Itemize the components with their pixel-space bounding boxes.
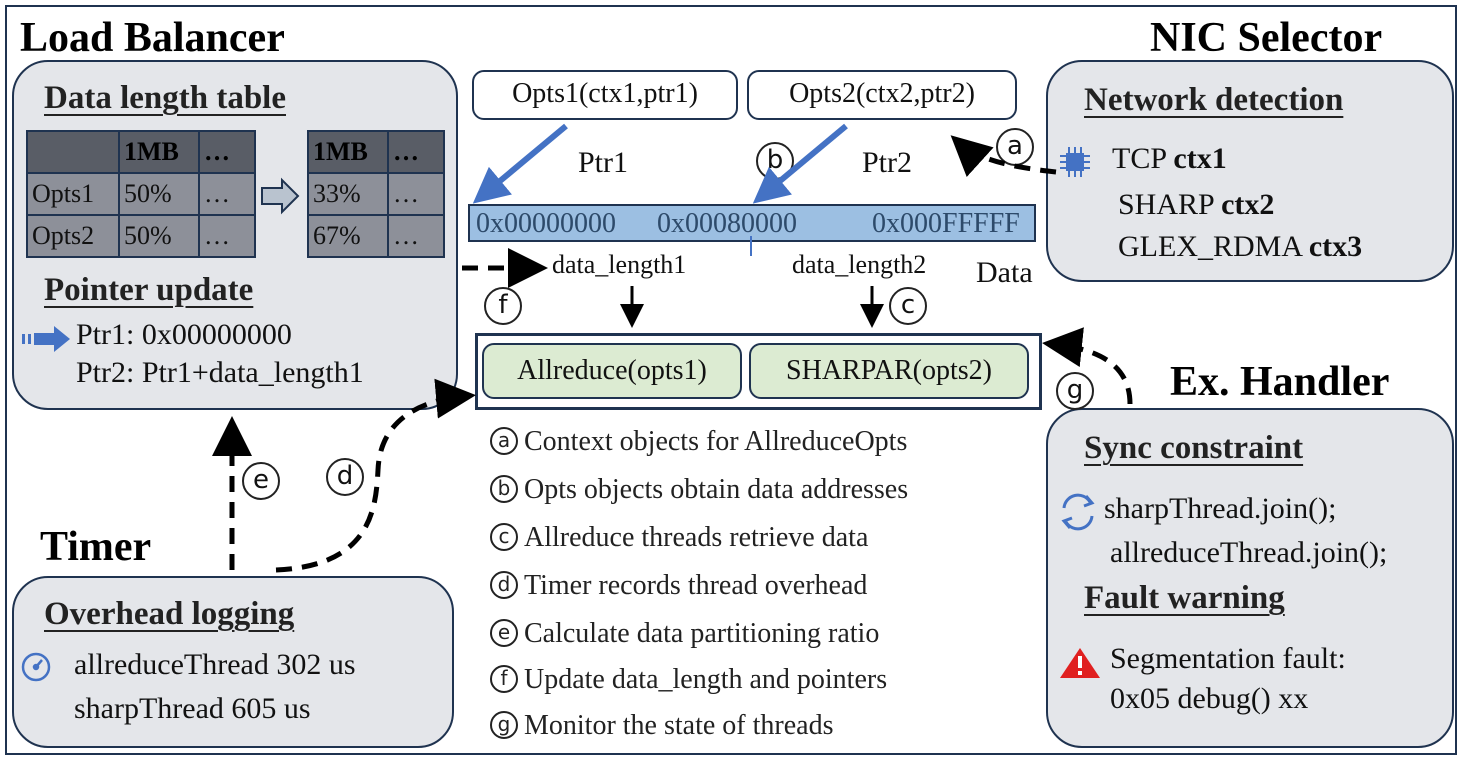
nic-ctx: ctx1	[1173, 142, 1227, 175]
table-header-cell: …	[387, 130, 445, 174]
address-mid: 0x00080000	[657, 208, 797, 239]
table-cell: Opts2	[26, 214, 120, 258]
marker-f: f	[484, 287, 522, 325]
table-cell: 67%	[307, 214, 389, 258]
ptr2-label: Ptr2	[862, 146, 913, 179]
table-cell: …	[198, 172, 256, 216]
sync-icon	[1061, 493, 1095, 531]
thread-container	[475, 333, 1042, 410]
network-detection-title: Network detection	[1084, 82, 1344, 118]
timer-line-2: sharpThread 605 us	[74, 692, 311, 725]
fault-line-1: Segmentation fault:	[1110, 642, 1346, 675]
legend-item-f: f Update data_length and pointers	[490, 664, 887, 696]
nic-selector-panel	[1046, 60, 1454, 282]
nic-name: TCP	[1112, 142, 1166, 175]
nic-row-tcp: TCP ctx1	[1112, 142, 1227, 176]
timer-line-1: allreduceThread 302 us	[74, 648, 356, 681]
opts2-box: Opts2(ctx2,ptr2)	[747, 70, 1017, 120]
address-end: 0x000FFFFF	[872, 208, 1020, 239]
data-length-table-title: Data length table	[44, 80, 286, 116]
warning-icon	[1060, 648, 1100, 678]
table-header-cell: 1MB	[307, 130, 389, 174]
timer-panel	[12, 576, 454, 748]
sync-line-2: allreduceThread.join();	[1110, 536, 1388, 569]
table-cell: 50%	[118, 172, 200, 216]
legend-item-b: b Opts objects obtain data addresses	[490, 474, 908, 506]
stopwatch-icon	[21, 652, 51, 682]
arrow-g	[1042, 327, 1133, 405]
table-cell: 50%	[118, 214, 200, 258]
legend-item-e: e Calculate data partitioning ratio	[490, 618, 879, 650]
data-length-table-before: 1MB … Opts1 50% … Opts2 50% …	[26, 130, 256, 258]
legend-item-a: a Context objects for AllreduceOpts	[490, 426, 907, 458]
table-cell: …	[387, 172, 445, 216]
marker-d: d	[326, 458, 364, 496]
ptr1-label: Ptr1	[578, 146, 629, 179]
ptr2-arrow	[752, 123, 848, 204]
table-cell: 33%	[307, 172, 389, 216]
chip-icon	[1060, 147, 1090, 177]
ex-handler-heading: Ex. Handler	[1170, 359, 1390, 405]
table-cell: …	[387, 214, 445, 258]
marker-e: e	[242, 462, 280, 500]
table-cell: Opts1	[26, 172, 120, 216]
sharpar-box: SHARPAR(opts2)	[749, 343, 1029, 399]
marker-c: c	[889, 287, 927, 325]
table-header-cell	[26, 130, 120, 174]
arrow-d	[275, 378, 476, 573]
opts1-box: Opts1(ctx1,ptr1)	[472, 70, 738, 120]
data-label: Data	[976, 256, 1033, 289]
table-header-cell: 1MB	[118, 130, 200, 174]
nic-name: GLEX_RDMA	[1118, 230, 1302, 263]
nic-row-sharp: SHARP ctx2	[1118, 188, 1274, 222]
data-length1-label: data_length1	[552, 250, 687, 279]
overhead-logging-title: Overhead logging	[44, 596, 295, 632]
nic-selector-heading: NIC Selector	[1150, 15, 1383, 61]
table-header-cell: …	[198, 130, 256, 174]
load-balancer-heading: Load Balancer	[20, 15, 285, 61]
pointer-update-title: Pointer update	[44, 272, 254, 308]
arrow-a	[950, 135, 1057, 177]
legend-item-c: c Allreduce threads retrieve data	[490, 522, 868, 554]
table-cell: …	[198, 214, 256, 258]
fault-line-2: 0x05 debug() xx	[1110, 682, 1309, 715]
legend-item-g: g Monitor the state of threads	[490, 710, 833, 742]
timer-heading: Timer	[40, 524, 152, 570]
fault-warning-title: Fault warning	[1084, 580, 1285, 616]
nic-row-glex-rdma: GLEX_RDMA ctx3	[1118, 230, 1362, 264]
ex-handler-panel	[1046, 408, 1454, 748]
nic-ctx: ctx3	[1308, 230, 1363, 263]
allreduce-box: Allreduce(opts1)	[482, 343, 742, 399]
ptr1-arrow	[472, 123, 568, 204]
data-length2-label: data_length2	[792, 250, 927, 279]
legend-item-d: d Timer records thread overhead	[490, 570, 867, 602]
address-start: 0x00000000	[476, 208, 616, 239]
nic-ctx: ctx2	[1221, 188, 1275, 221]
ptr1-line: Ptr1: 0x00000000	[76, 318, 292, 351]
data-length-table-after: 1MB … 33% … 67% …	[307, 130, 445, 258]
ptr2-line: Ptr2: Ptr1+data_length1	[76, 356, 364, 389]
pointer-arrow-icon	[22, 326, 70, 352]
sync-constraint-title: Sync constraint	[1084, 430, 1304, 466]
sync-line-1: sharpThread.join();	[1104, 492, 1337, 525]
diagram-frame	[5, 5, 1457, 755]
marker-g: g	[1056, 372, 1094, 410]
nic-name: SHARP	[1118, 188, 1214, 221]
table-transition-arrow	[261, 177, 300, 215]
